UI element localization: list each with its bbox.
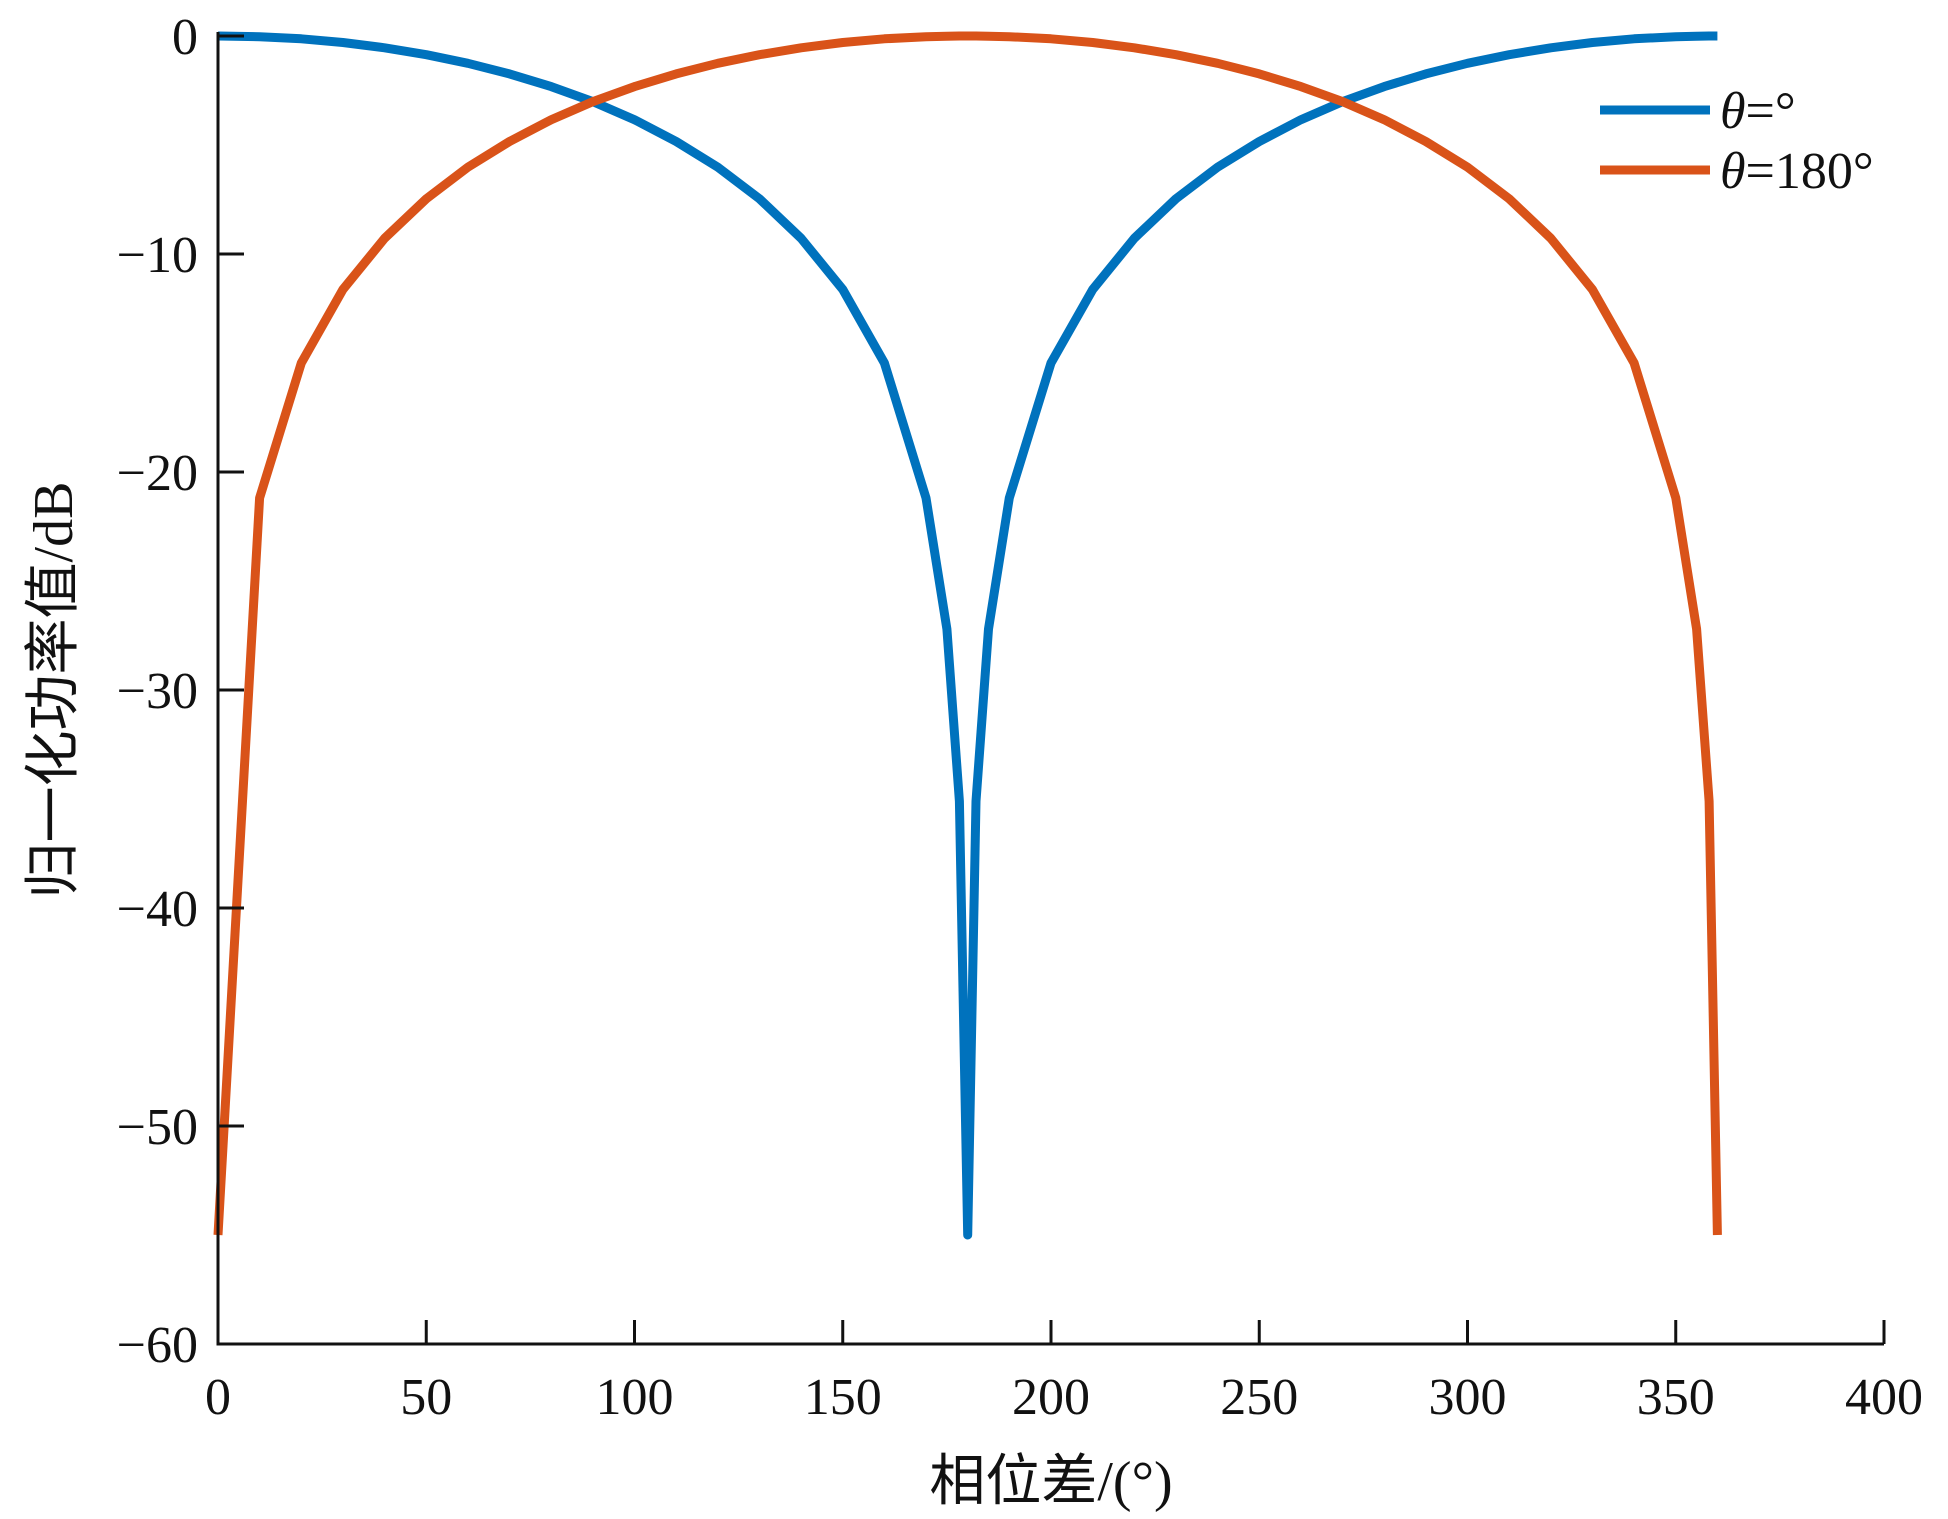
x-tick-label: 150 bbox=[804, 1369, 882, 1426]
series-line-2 bbox=[213, 31, 1722, 1236]
y-tick-label: −40 bbox=[117, 881, 198, 938]
legend-label-1: θ=° bbox=[1720, 83, 1796, 140]
x-tick-label: 100 bbox=[596, 1369, 674, 1426]
legend: θ=°θ=180° bbox=[1600, 83, 1874, 200]
x-tick-label: 0 bbox=[205, 1369, 231, 1426]
x-tick-label: 400 bbox=[1845, 1369, 1923, 1426]
x-tick-label: 200 bbox=[1012, 1369, 1090, 1426]
y-tick-label: 0 bbox=[172, 9, 198, 66]
y-tick-label: −20 bbox=[117, 445, 198, 502]
y-tick-label: −30 bbox=[117, 663, 198, 720]
x-tick-label: 350 bbox=[1637, 1369, 1715, 1426]
y-tick-label: −60 bbox=[117, 1317, 198, 1374]
x-axis-label: 相位差/(°) bbox=[929, 1451, 1172, 1513]
y-tick-label: −10 bbox=[117, 227, 198, 284]
y-tick-label: −50 bbox=[117, 1099, 198, 1156]
x-tick-label: 250 bbox=[1220, 1369, 1298, 1426]
x-tick-label: 50 bbox=[400, 1369, 452, 1426]
legend-label-2: θ=180° bbox=[1720, 143, 1874, 200]
axis-ticks: 0 50 100 150 200 250 300 350 400 0 −10 −20 −30 −40 −50… bbox=[117, 9, 1923, 1426]
y-axis-label: 归一化功率值/dB bbox=[23, 482, 85, 899]
series-line-1 bbox=[217, 31, 1718, 1240]
x-tick-label: 300 bbox=[1429, 1369, 1507, 1426]
axes bbox=[216, 32, 1884, 1346]
series-lines bbox=[213, 31, 1722, 1240]
